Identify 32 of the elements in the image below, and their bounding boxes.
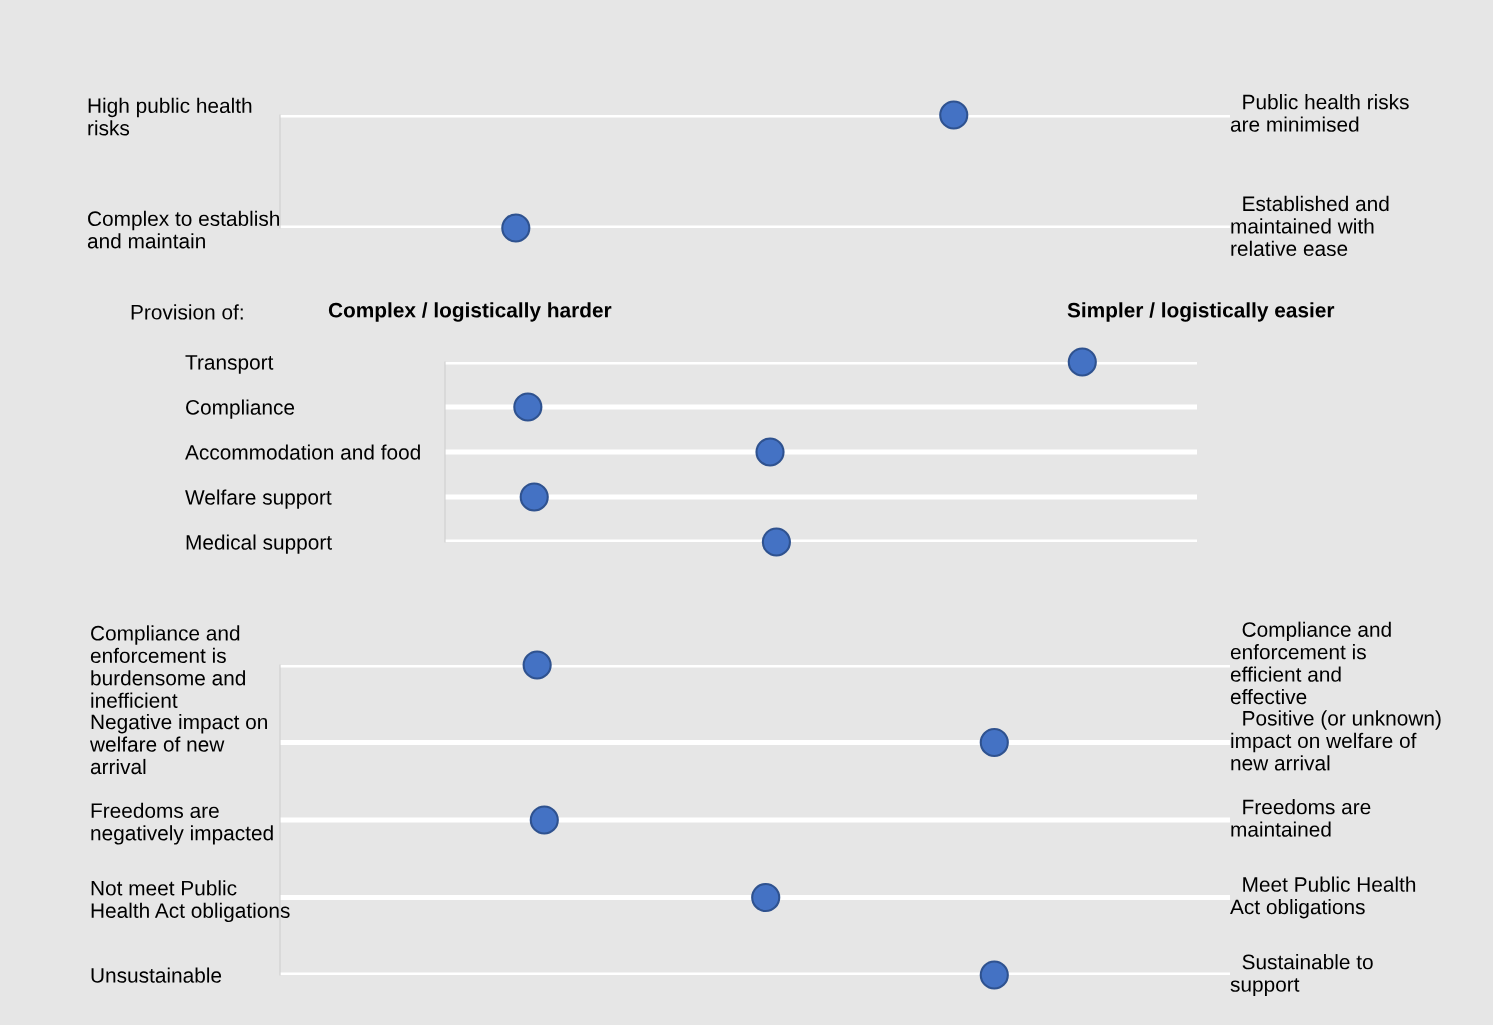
text: Simpler / logistically easier [1067,302,1335,322]
point [513,392,543,422]
point [755,437,785,467]
y-tick-label: Medical support [186,534,332,554]
text: Positive (or unknown) impact on welfare of new arrival [1231,710,1441,771]
text: Provision of: [131,304,243,320]
text: Established and maintained with relative ease [1231,195,1389,257]
text: Sustainable to support [1230,954,1373,996]
y-tick-label: Compliance [186,399,295,419]
point [979,960,1009,990]
point [761,527,791,557]
text: Complex / logistically harder [328,302,612,322]
y-tick-label: Complex to establish and maintain [87,210,280,249]
y-tick-label: Negative impact on welfare of new arrival [89,714,267,775]
point [522,650,552,680]
text: Meet Public Health Act obligations [1230,876,1416,919]
point [519,482,549,512]
y-tick-label: High public health risks [88,97,252,136]
text: Public health risks are minimised [1230,94,1409,132]
y-tick-label: Transport [185,355,274,374]
text: Compliance and enforcement is efficient and effective [1230,621,1391,705]
point [979,727,1009,758]
text: Freedoms are maintained [1231,799,1371,837]
y-tick-label: Freedoms are negatively impacted [91,802,273,845]
y-tick-label: Compliance and enforcement is burdensome and inefficient [90,625,246,708]
y-tick-label: Not meet Public Health Act obligations [91,880,290,923]
y-tick-label: Welfare support [185,489,332,509]
point [751,882,781,913]
point [529,805,559,835]
y-tick-label: Unsustainable [91,967,222,983]
point [1067,347,1097,377]
y-tick-label: Accommodation and food [185,444,420,460]
